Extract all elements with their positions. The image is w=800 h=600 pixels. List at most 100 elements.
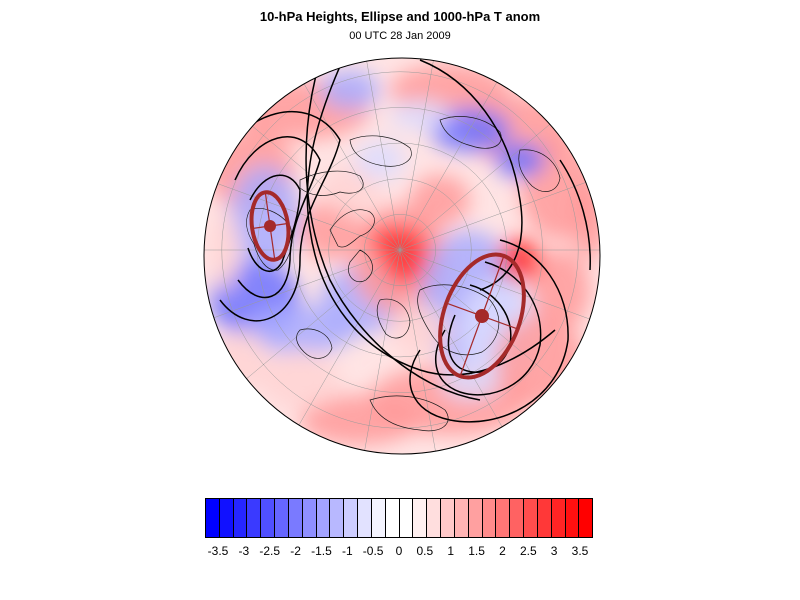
- anomaly-patch: [210, 330, 270, 390]
- figure-subtitle: 00 UTC 28 Jan 2009: [349, 30, 451, 42]
- colorbar: [205, 498, 593, 538]
- colorbar-swatch: [565, 499, 580, 537]
- colorbar-swatch: [206, 499, 220, 537]
- colorbar-tick-label: 0: [395, 544, 403, 558]
- meridian-line: [232, 109, 401, 251]
- colorbar-swatch: [551, 499, 566, 537]
- vortex-ellipses: [249, 190, 526, 380]
- colorbar-swatch: [288, 499, 303, 537]
- colorbar-swatch: [233, 499, 248, 537]
- anomaly-patch: [320, 165, 380, 215]
- anomaly-patch: [300, 395, 420, 445]
- height-contour: [305, 59, 481, 401]
- colorbar-swatch: [496, 499, 511, 537]
- anomaly-patch: [530, 250, 590, 330]
- colorbar-swatch: [344, 499, 359, 537]
- colorbar-swatch: [399, 499, 414, 537]
- meridian-line: [399, 58, 439, 251]
- anomaly-patch: [230, 165, 300, 265]
- colorbar-swatch: [358, 499, 372, 537]
- meridian-line: [399, 249, 510, 439]
- height-contour: [434, 261, 542, 396]
- meridian-line: [399, 175, 600, 251]
- coastlines: [246, 116, 561, 432]
- colorbar-tick-label: 2.5: [519, 544, 537, 558]
- meridian-line: [290, 249, 401, 439]
- colorbar-swatch: [454, 499, 469, 537]
- colorbar-swatch: [330, 499, 345, 537]
- colorbar-swatch: [524, 499, 538, 537]
- colorbar-swatch: [261, 499, 276, 537]
- colorbar-tick-label: 1: [447, 544, 455, 558]
- vortex-centroid: [264, 220, 276, 232]
- meridian-line: [399, 249, 439, 454]
- meridian-line: [232, 249, 401, 391]
- colorbar-swatch: [482, 499, 497, 537]
- anomaly-patch: [260, 350, 340, 410]
- colorbar-tick-labels: -3.5 -3 -2.5 -2 -1.5 -1 -0.5 0 0.5 1 1.5 2 2.5 3 3.5: [0, 544, 800, 564]
- colorbar-swatch: [219, 499, 234, 537]
- globe-outline: [203, 57, 601, 455]
- colorbar-tick-label: -3.5: [207, 544, 229, 558]
- colorbar-swatch: [385, 499, 400, 537]
- coastline: [296, 328, 333, 359]
- coastline: [417, 284, 500, 356]
- meridian-line: [399, 249, 600, 325]
- colorbar-tick-label: -2.5: [259, 544, 281, 558]
- colorbar-swatch: [413, 499, 428, 537]
- meridian-line: [204, 249, 401, 325]
- meridian-line: [361, 249, 401, 454]
- anomaly-patch: [320, 70, 380, 110]
- colorbar-swatch: [427, 499, 442, 537]
- coastline: [439, 116, 502, 149]
- colorbar-swatch: [468, 499, 483, 537]
- coastline: [329, 209, 375, 248]
- coastline: [518, 149, 561, 192]
- coastline: [246, 208, 293, 271]
- anomaly-patch: [355, 140, 405, 180]
- graticule: [204, 58, 600, 454]
- colorbar-tick-label: 3: [550, 544, 558, 558]
- colorbar-tick-label: 0.5: [416, 544, 434, 558]
- colorbar-swatch: [537, 499, 552, 537]
- colorbar-swatch: [579, 499, 593, 537]
- meridian-line: [399, 109, 568, 251]
- height-contour: [214, 110, 341, 322]
- colorbar-swatch: [247, 499, 262, 537]
- colorbar-swatch: [510, 499, 525, 537]
- height-contour: [234, 136, 321, 299]
- anomaly-patch: [390, 100, 450, 130]
- meridian-line: [399, 61, 510, 251]
- coastline: [349, 135, 412, 167]
- anomaly-patch: [410, 175, 470, 225]
- vortex-centroid: [475, 309, 489, 323]
- colorbar-swatch: [275, 499, 289, 537]
- coastline: [376, 298, 411, 339]
- height-contour: [559, 159, 591, 271]
- height-contour: [409, 239, 569, 423]
- meridian-line: [361, 58, 401, 251]
- colorbar-swatch: [441, 499, 455, 537]
- coastline: [348, 249, 373, 283]
- colorbar-tick-label: 1.5: [468, 544, 485, 558]
- anomaly-patch: [498, 238, 542, 282]
- colorbar-tick-label: -1.5: [311, 544, 332, 558]
- height-contour: [247, 174, 301, 273]
- coastline: [369, 395, 449, 432]
- coastline: [299, 170, 364, 196]
- colorbar-tick-label: -1: [341, 544, 353, 558]
- colorbar-tick-label: -0.5: [362, 544, 384, 558]
- colorbar-tick-label: 3.5: [571, 544, 589, 558]
- colorbar-tick-label: 2: [499, 544, 506, 558]
- colorbar-tick-label: -2: [290, 544, 301, 558]
- colorbar-swatch: [316, 499, 331, 537]
- height-contours: [214, 58, 591, 423]
- meridian-line: [290, 61, 401, 251]
- map-globe: [204, 58, 600, 454]
- figure-title: 10-hPa Heights, Ellipse and 1000-hPa T a…: [259, 9, 541, 24]
- colorbar-swatch: [371, 499, 386, 537]
- anomaly-patch: [390, 305, 450, 355]
- colorbar-swatch: [302, 499, 317, 537]
